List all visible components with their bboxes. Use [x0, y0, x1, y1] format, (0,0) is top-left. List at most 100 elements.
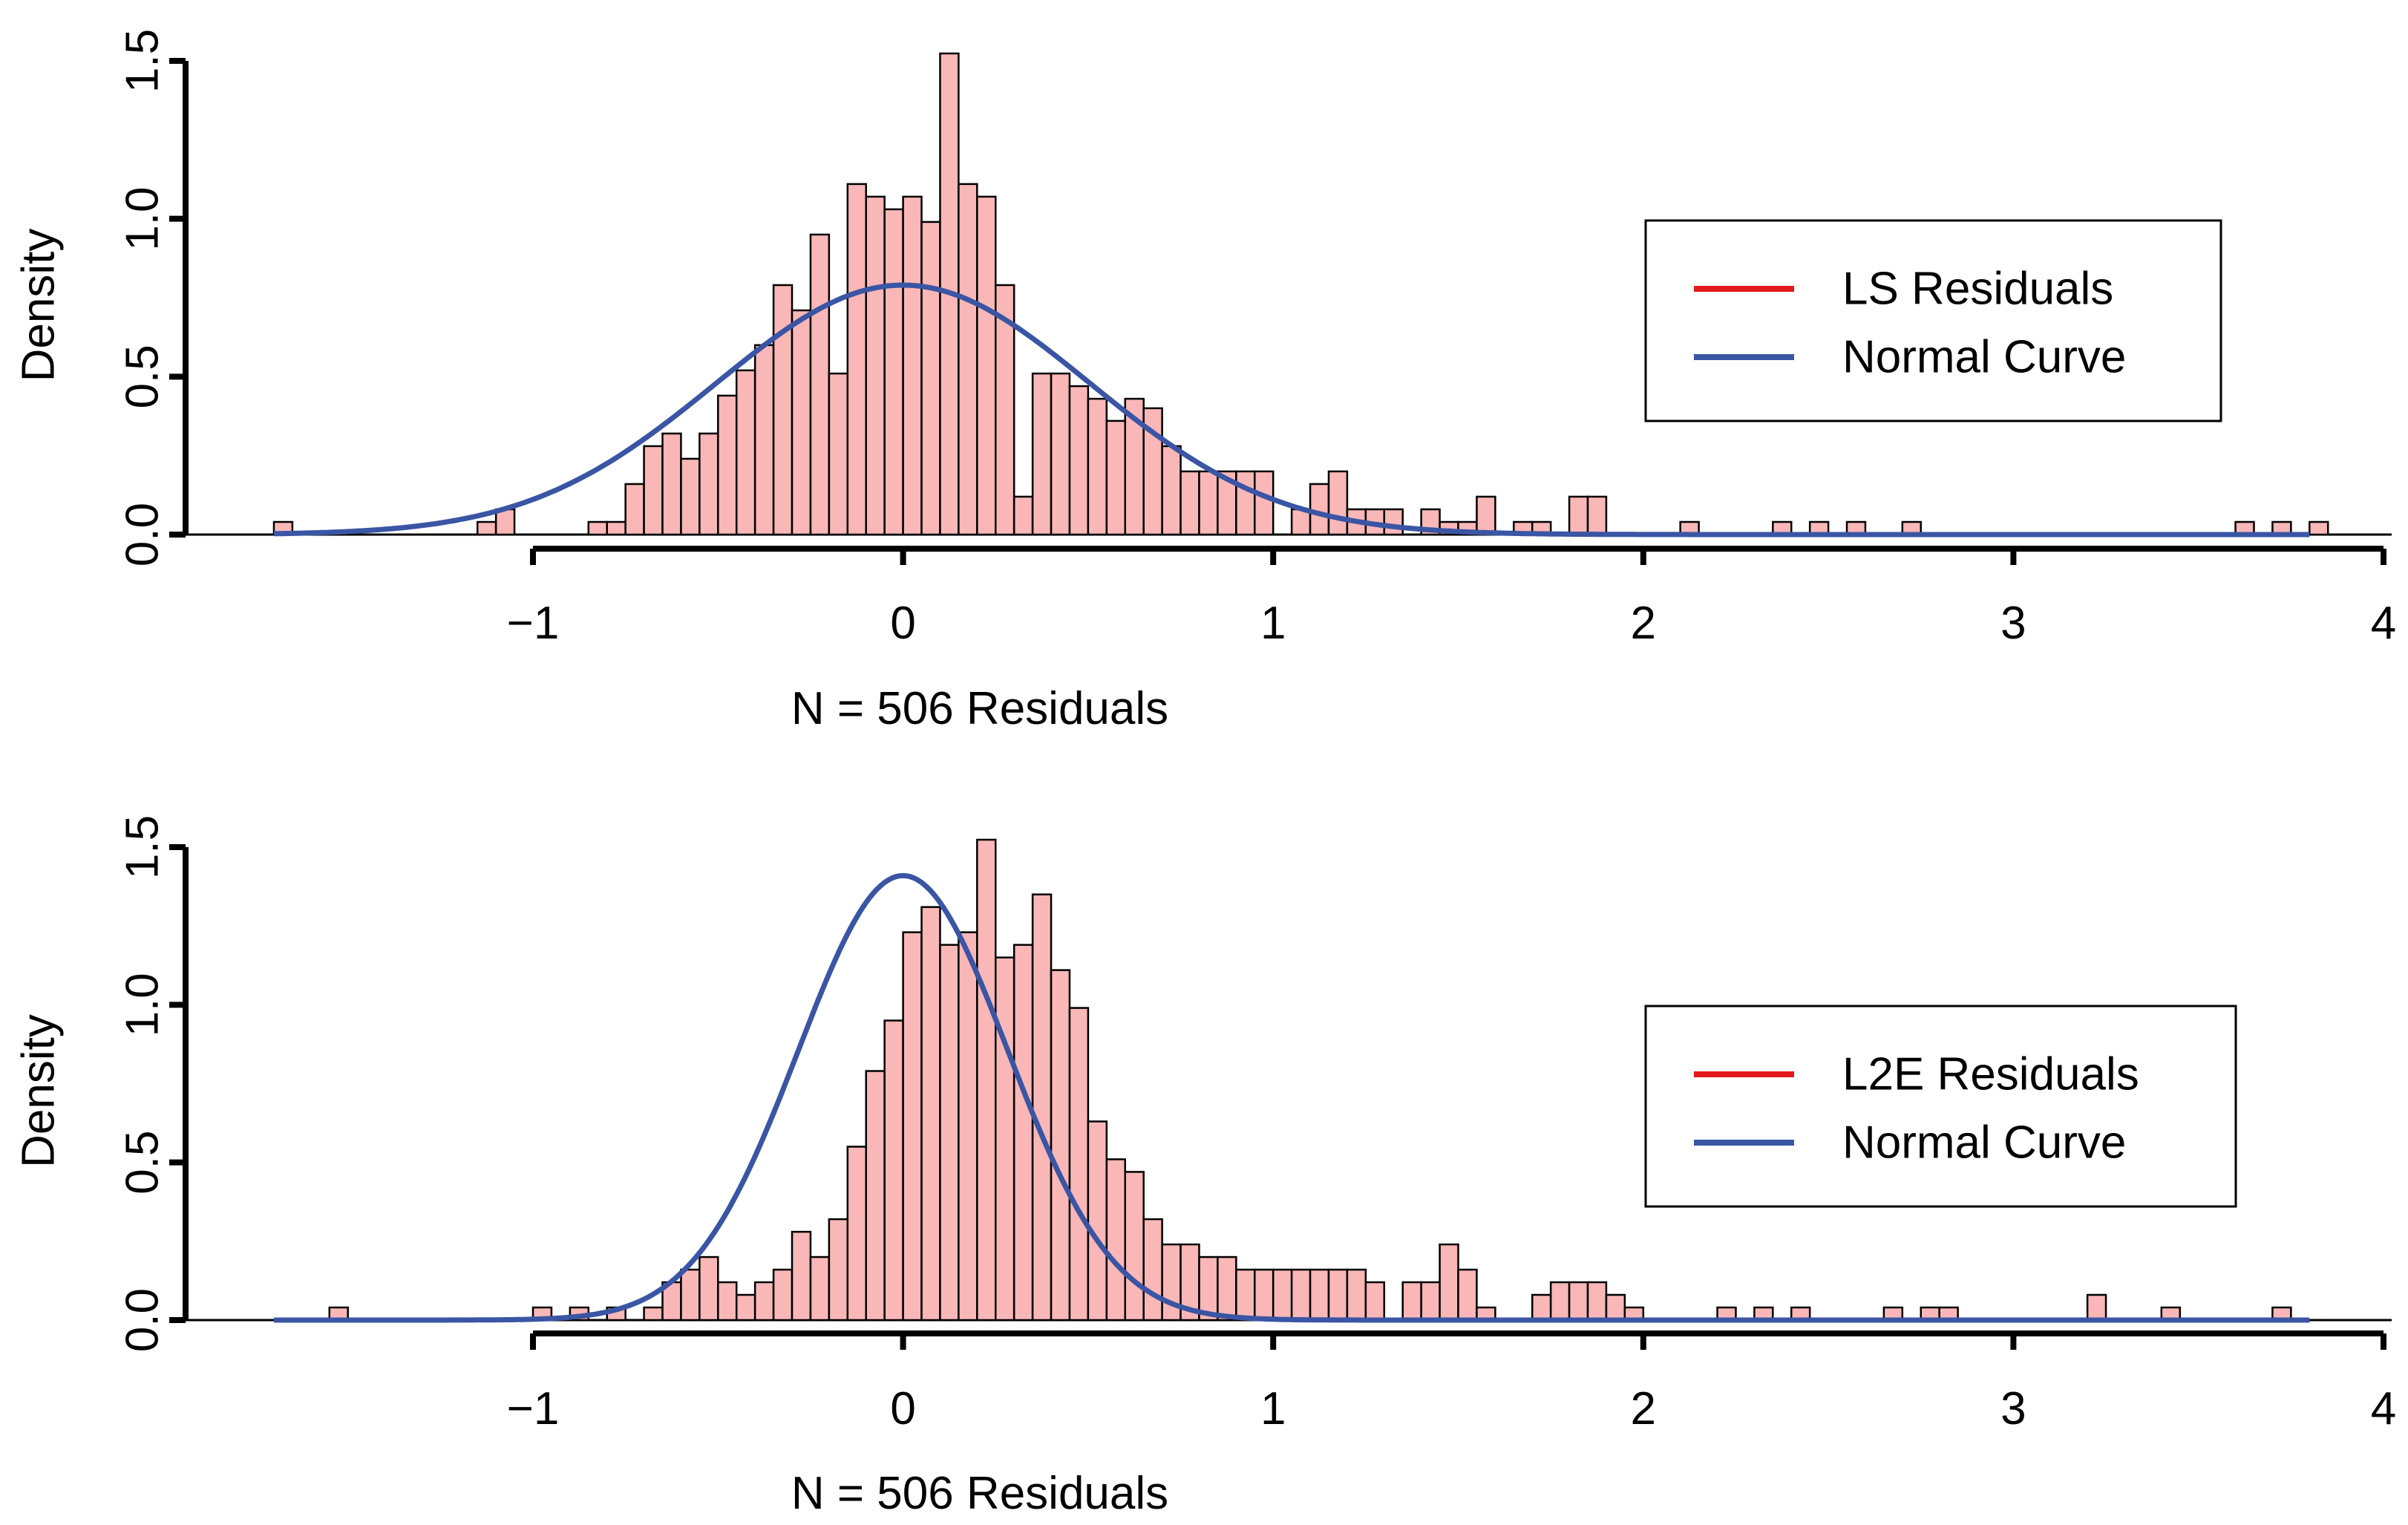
- histogram-bar: [1272, 1268, 1293, 1322]
- histogram-bar: [717, 1281, 738, 1322]
- histogram-bar: [1309, 483, 1330, 536]
- histogram-bar: [1161, 445, 1182, 536]
- normal-curve-line: [274, 872, 2310, 1323]
- histogram-bar: [606, 520, 626, 536]
- histogram-bar: [1420, 1281, 1441, 1322]
- histogram-bar: [1476, 495, 1496, 536]
- legend-label: L2E Residuals: [1842, 1049, 2139, 1100]
- histogram-bar: [1457, 1268, 1478, 1322]
- x-tick-label: 3: [2000, 598, 2026, 649]
- histogram-bar: [2086, 1293, 2107, 1322]
- histogram-bar: [1586, 495, 1608, 536]
- legend: LS Residuals Normal Curve: [1644, 219, 2222, 422]
- x-tick-label: 0: [890, 1383, 915, 1434]
- histogram-bar: [1568, 495, 1589, 536]
- histogram-bar: [1586, 1281, 1608, 1322]
- histogram-bar: [1290, 1268, 1312, 1322]
- histogram-bar: [1327, 1268, 1349, 1322]
- histogram-bar: [846, 1146, 867, 1322]
- legend: L2E Residuals Normal Curve: [1644, 1005, 2237, 1208]
- histogram-bar: [883, 208, 904, 536]
- histogram-bar: [1105, 419, 1127, 536]
- legend-label: Normal Curve: [1842, 1117, 2126, 1169]
- histogram-bar: [828, 1218, 849, 1322]
- bottom-histogram-panel: 0.0 0.5 1.0 1.5 Density −1 0 1 2 3 4 N = 506 Residu…: [13, 815, 2397, 1519]
- y-tick-label: 1.0: [117, 187, 169, 251]
- histogram-bar: [1235, 470, 1256, 536]
- histogram-bar: [1068, 1007, 1090, 1322]
- histogram-bar: [1531, 1293, 1552, 1322]
- histogram-bar: [883, 1019, 904, 1322]
- histogram-bar: [1217, 1255, 1237, 1322]
- histogram-bar: [1087, 1120, 1108, 1322]
- x-tick-label: −1: [507, 598, 560, 649]
- histogram-bar: [902, 931, 923, 1322]
- histogram-bar: [698, 432, 719, 536]
- histogram-bar: [1568, 1281, 1589, 1322]
- x-tick-label: 3: [2000, 1383, 2026, 1434]
- histogram-bar: [1161, 1243, 1182, 1322]
- histogram-bar: [1549, 1281, 1571, 1322]
- top-histogram-panel: 0.0 0.5 1.0 1.5 Density −1 0 1 2 3 4 N = 506 Residu…: [13, 29, 2397, 734]
- histogram-bar: [494, 508, 516, 536]
- histogram-bar: [1605, 1293, 1626, 1322]
- histogram-bar: [476, 520, 497, 536]
- histogram-bar: [995, 956, 1015, 1322]
- histogram-bar: [1031, 372, 1053, 536]
- histogram-bar: [753, 1281, 775, 1322]
- y-axis-title: Density: [13, 1014, 65, 1168]
- histogram-bar: [643, 445, 664, 536]
- histogram-bar: [995, 284, 1015, 536]
- histogram-bar: [717, 394, 738, 536]
- histogram-bar: [1012, 944, 1034, 1322]
- y-tick-label: 1.5: [117, 29, 169, 93]
- histogram-bars: [272, 52, 2329, 536]
- histogram-bar: [865, 1070, 886, 1322]
- histogram-bar: [772, 1268, 794, 1322]
- normal-curve-line: [274, 282, 2310, 538]
- legend-box: [1644, 1005, 2237, 1208]
- histogram-bar: [735, 369, 756, 536]
- histogram-bar: [643, 1306, 664, 1322]
- histogram-bar: [1254, 470, 1275, 536]
- histogram-bar: [1327, 470, 1349, 536]
- histogram-bar: [920, 221, 941, 536]
- x-axis-title: N = 506 Residuals: [791, 1468, 1168, 1519]
- x-tick-label: 4: [2371, 598, 2396, 649]
- histogram-bar: [772, 284, 794, 536]
- histogram-bar: [1105, 1158, 1127, 1322]
- histogram-bar: [1364, 1281, 1386, 1322]
- x-tick-label: 2: [1631, 1383, 1656, 1434]
- y-tick-label: 1.5: [117, 815, 169, 879]
- histogram-bar: [1142, 1218, 1163, 1322]
- histogram-bar: [791, 309, 812, 536]
- y-tick-label: 0.0: [117, 1288, 169, 1352]
- histogram-bar: [976, 195, 997, 536]
- histogram-bar: [1235, 1268, 1256, 1322]
- histogram-bar: [1180, 470, 1200, 536]
- y-tick-label: 0.0: [117, 503, 169, 566]
- histogram-bar: [1124, 1171, 1145, 1322]
- histogram-bar: [1050, 372, 1071, 536]
- histogram-bar: [902, 195, 923, 536]
- histogram-bar: [809, 1255, 831, 1322]
- histogram-bar: [920, 906, 941, 1322]
- histogram-bar: [735, 1293, 756, 1322]
- histogram-bar: [680, 457, 701, 536]
- histogram-bar: [1012, 495, 1034, 536]
- histogram-bar: [1346, 1268, 1367, 1322]
- y-tick-label: 1.0: [117, 973, 169, 1036]
- x-tick-label: −1: [507, 1383, 560, 1434]
- x-tick-label: 2: [1631, 598, 1656, 649]
- x-axis-title: N = 506 Residuals: [791, 683, 1168, 734]
- x-tick-label: 1: [1260, 598, 1286, 649]
- histogram-bar: [939, 944, 960, 1322]
- x-tick-label: 4: [2371, 1383, 2396, 1434]
- histogram-bar: [809, 233, 831, 536]
- histogram-bar: [661, 432, 682, 536]
- legend-box: [1644, 219, 2222, 422]
- histogram-bar: [698, 1255, 719, 1322]
- histogram-bar: [1401, 1281, 1422, 1322]
- legend-label: LS Residuals: [1842, 264, 2113, 315]
